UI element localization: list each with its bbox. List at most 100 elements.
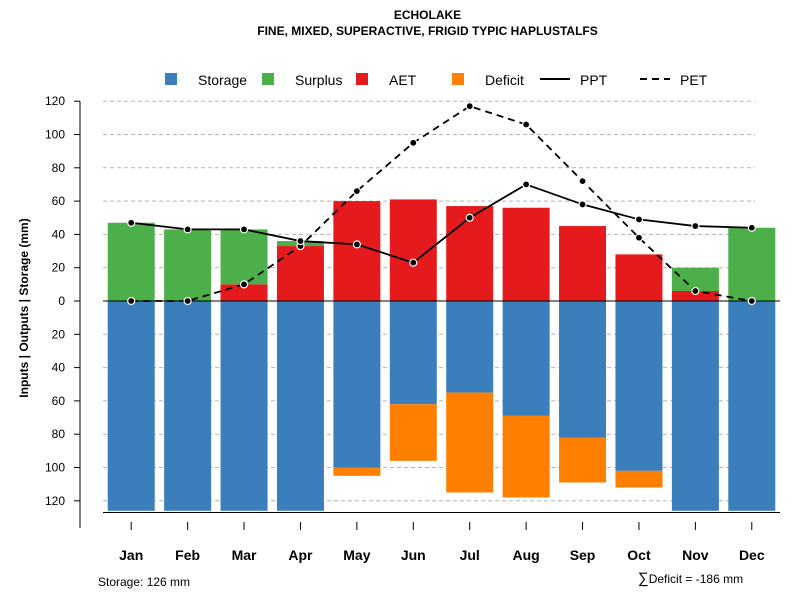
x-tick-label: Oct [627,547,651,563]
aet-bar [502,207,550,301]
x-tick-label: Jul [460,547,480,563]
pet-point [183,296,192,306]
ppt-point [578,200,587,209]
legend-label-ppt: PPT [580,72,608,88]
storage-bar [220,301,268,511]
storage-bar [389,301,437,405]
y-axis-label: Inputs | Outputs | Storage (mm) [17,218,31,397]
ppt-line [131,183,752,264]
y-tick-label: 120 [45,94,65,108]
ppt-point [183,225,192,234]
storage-bar [276,301,324,511]
ppt-point [634,215,644,224]
sum-symbol: ∑ [638,570,649,587]
legend: Storage Surplus AET Deficit PPT PET [165,72,708,88]
legend-swatch-deficit [452,73,464,85]
x-tick-label: May [343,547,370,563]
chart-title: ECHOLAKE [393,8,462,22]
storage-bar [446,301,494,393]
ppt-point [691,221,700,231]
x-tick-label: Apr [288,547,313,563]
chart-subtitle: FINE, MIXED, SUPERACTIVE, FRIGID TYPIC H… [257,24,598,38]
legend-label-aet: AET [389,72,417,88]
pet-point [409,138,418,147]
storage-bar [559,301,607,438]
x-tick-label: Jan [119,547,143,563]
y-tick-label: 20 [52,327,66,341]
aet-bar [276,246,324,301]
deficit-bar [333,467,381,476]
storage-bar [107,301,155,511]
deficit-note: ∑Deficit = -186 mm [638,570,743,587]
pet-point [239,280,249,289]
deficit-bar [615,470,663,488]
aet-bar [333,201,381,301]
ppt-point [239,225,249,234]
deficit-total: Deficit = -186 mm [648,572,744,586]
y-tick-label: 0 [58,294,65,308]
deficit-bar [502,415,550,498]
ppt-point [409,258,418,267]
storage-bar [502,301,550,416]
pet-point [127,296,136,306]
deficit-bar [446,392,494,493]
y-tick-label: 60 [52,394,66,408]
deficit-bar [559,437,607,483]
x-tick-label: Nov [682,547,709,563]
pet-point [747,296,756,306]
y-tick-label: 20 [52,261,66,275]
legend-label-pet: PET [680,72,708,88]
pet-point [465,102,474,111]
y-tick-label: 100 [45,128,65,142]
surplus-bar [728,227,776,301]
storage-note: Storage: 126 mm [98,575,191,589]
pet-point [522,120,531,129]
storage-bar [671,301,719,511]
y-tick-label: 120 [45,494,65,508]
legend-label-surplus: Surplus [295,72,342,88]
surplus-bar [107,222,155,301]
y-tick-label: 80 [52,427,66,441]
ppt-point [296,236,305,246]
x-tick-label: Aug [513,547,540,563]
surplus-bar [671,267,719,292]
ppt-point [747,223,756,232]
aet-bar [446,206,494,301]
surplus-bar [220,229,268,285]
ppt-point [127,218,136,227]
y-tick-label: 40 [52,361,66,375]
y-tick-label: 100 [45,461,65,475]
y-tick-label: 80 [52,161,66,175]
aet-bar [559,226,607,301]
y-tick-label: 60 [52,194,66,208]
legend-swatch-surplus [262,73,274,85]
aet-bar [671,291,719,301]
x-tick-label: Jun [401,547,426,563]
x-tick-label: Dec [739,547,765,563]
storage-bar [615,301,663,471]
x-tick-label: Sep [570,547,596,563]
pet-point [578,177,587,186]
surplus-bar [164,229,212,301]
ppt-point [352,240,361,249]
deficit-bar [389,404,437,461]
legend-label-storage: Storage [198,72,247,88]
axes: 120 100 80 60 40 20 0 20 40 60 80 100 120 Inputs | Ou… [17,94,780,563]
aet-bar [615,254,663,301]
ppt-point [522,180,531,189]
ppt-point [465,213,474,222]
legend-swatch-storage [165,73,177,85]
pet-point [352,187,361,196]
legend-swatch-aet [356,73,368,85]
x-tick-label: Mar [232,547,257,563]
storage-bar [164,301,212,511]
y-tick-label: 40 [52,227,66,241]
bars [107,199,776,511]
storage-bar [728,301,776,511]
x-tick-label: Feb [175,547,200,563]
legend-label-deficit: Deficit [485,72,524,88]
series-lines [127,102,756,306]
storage-bar [333,301,381,468]
